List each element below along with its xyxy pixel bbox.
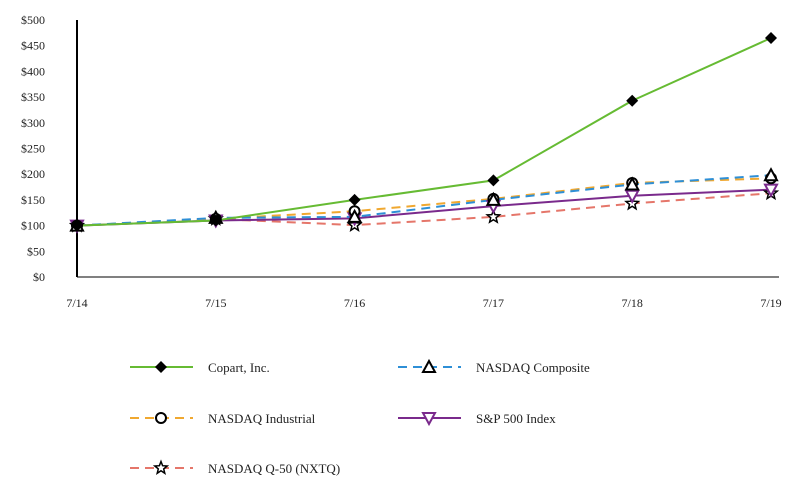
- x-tick-label: 7/15: [205, 296, 226, 310]
- x-tick-label: 7/18: [622, 296, 643, 310]
- data-point-copart-inc: [626, 94, 639, 107]
- x-tick-label: 7/16: [344, 296, 365, 310]
- x-tick-label: 7/14: [66, 296, 87, 310]
- y-tick-label: $150: [21, 193, 45, 207]
- series-lines: [76, 37, 772, 227]
- legend-marker: [155, 412, 167, 424]
- legend-label: NASDAQ Composite: [476, 360, 590, 375]
- y-tick-label: $100: [21, 219, 45, 233]
- series-line-copart-inc: [76, 37, 772, 227]
- legend: Copart, Inc. NASDAQ Composite NASDAQ Indus…: [130, 358, 590, 476]
- data-point-nasdaq-composite: [624, 176, 640, 191]
- data-point-copart-inc: [765, 31, 777, 44]
- y-tick-label: $300: [21, 116, 45, 130]
- data-point-copart-inc: [209, 214, 222, 227]
- series-line-nasdaq-q-50-nxtq: [76, 192, 772, 227]
- y-tick-label: $50: [27, 244, 45, 258]
- x-tick-label: 7/19: [760, 296, 781, 310]
- y-tick-label: $400: [21, 64, 45, 78]
- y-tick-label: $0: [33, 270, 45, 284]
- legend-item-nasdaq-industrial: NASDAQ Industrial: [130, 411, 316, 426]
- data-point-nasdaq-composite: [485, 191, 502, 206]
- legend-label: NASDAQ Q-50 (NXTQ): [208, 461, 340, 476]
- series-line-nasdaq-industrial: [76, 177, 772, 227]
- data-point-copart-inc: [487, 174, 500, 187]
- x-tick-label: 7/17: [483, 296, 504, 310]
- legend-item-nasdaq-composite: NASDAQ Composite: [398, 358, 590, 375]
- y-tick-label: $350: [21, 90, 45, 104]
- data-point-copart-inc: [348, 193, 361, 206]
- legend-label: S&P 500 Index: [476, 411, 556, 426]
- legend-label: Copart, Inc.: [208, 360, 270, 375]
- data-point-s-p-500-index: [624, 189, 640, 204]
- chart-axes: [76, 20, 779, 278]
- legend-label: NASDAQ Industrial: [208, 411, 316, 426]
- data-point-nasdaq-composite: [763, 167, 779, 182]
- legend-marker: [152, 459, 170, 475]
- legend-item-nasdaq-q-50-nxtq: NASDAQ Q-50 (NXTQ): [130, 459, 340, 476]
- series-markers: [68, 31, 780, 234]
- data-point-nasdaq-q-50-nxtq: [485, 208, 502, 224]
- y-tick-label: $450: [21, 39, 45, 53]
- x-axis-tick-labels: 7/14 7/15 7/16 7/17 7/18 7/19: [66, 296, 781, 310]
- legend-marker: [421, 358, 437, 373]
- y-axis-tick-labels: $0 $50 $100 $150 $200 $250 $300 $350 $400 $450 $50…: [21, 13, 45, 284]
- legend-marker: [421, 412, 437, 427]
- legend-marker: [155, 361, 167, 373]
- data-point-copart-inc: [71, 219, 83, 232]
- legend-item-s-p-500-index: S&P 500 Index: [398, 411, 556, 427]
- series-line-nasdaq-composite: [76, 174, 772, 227]
- y-tick-label: $250: [21, 142, 45, 156]
- y-tick-label: $500: [21, 13, 45, 27]
- data-point-nasdaq-composite: [346, 208, 363, 223]
- data-point-s-p-500-index: [763, 183, 779, 198]
- y-tick-label: $200: [21, 167, 45, 181]
- legend-item-copart-inc: Copart, Inc.: [130, 360, 270, 375]
